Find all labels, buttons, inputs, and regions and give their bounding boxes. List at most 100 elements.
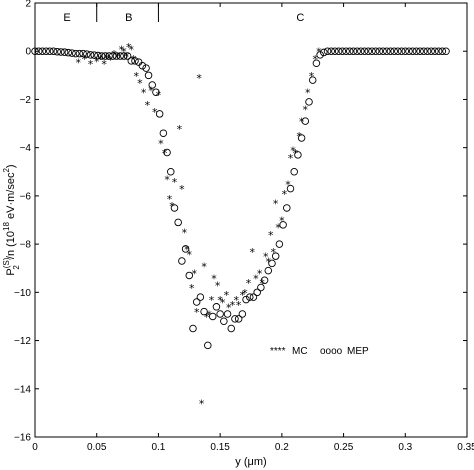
- region-label-c: C: [296, 12, 304, 24]
- mep-point: [308, 76, 317, 84]
- mep-point: [312, 59, 321, 68]
- mep-point: [53, 47, 61, 56]
- mc-point: *: [111, 48, 117, 61]
- mep-point: [279, 221, 287, 229]
- mep-point: [249, 293, 258, 301]
- mep-point: [181, 245, 190, 253]
- mc-point: *: [242, 287, 248, 300]
- mep-point: [148, 81, 157, 89]
- mc-point: *: [293, 147, 299, 160]
- region-label-e: E: [63, 12, 70, 24]
- mc-point: *: [156, 89, 162, 102]
- mep-point: [260, 276, 269, 285]
- mc-point: *: [98, 53, 104, 66]
- mc-point: *: [162, 147, 168, 160]
- mep-point: [220, 317, 228, 326]
- mc-point: *: [299, 116, 305, 129]
- mep-point: [408, 47, 417, 55]
- mep-point: [49, 47, 58, 55]
- mep-point: [320, 48, 328, 57]
- mc-point: *: [273, 198, 279, 211]
- mc-point: *: [177, 123, 183, 136]
- mep-point: [390, 47, 398, 55]
- mep-point: [83, 50, 91, 58]
- mep-point: [38, 47, 47, 55]
- x-tick-label: 0.05: [87, 442, 107, 453]
- mc-point: *: [240, 289, 246, 302]
- mep-point: [386, 47, 395, 55]
- mc-point: *: [94, 55, 100, 68]
- mep-point: [159, 129, 168, 137]
- mep-point: [64, 48, 73, 57]
- mep-point: [79, 49, 87, 58]
- mep-point: [412, 47, 421, 55]
- mep-point: [305, 98, 313, 106]
- mc-point: *: [101, 58, 107, 71]
- mc-point: *: [268, 229, 274, 242]
- mep-point: [216, 310, 224, 318]
- legend-label-mep: MEP: [347, 346, 369, 357]
- plot-area: [34, 2, 468, 438]
- mep-point: [196, 293, 205, 301]
- mep-point: [323, 47, 332, 55]
- y-tick-label: −8: [20, 240, 32, 251]
- y-axis: −16 −14 −12 −10 −8 −6 −4 −2 0 2: [14, 0, 467, 444]
- mep-point: [208, 312, 217, 321]
- mep-point: [368, 47, 376, 55]
- series-mep: [31, 47, 450, 350]
- mep-point: [200, 307, 208, 316]
- mc-point: *: [187, 248, 193, 261]
- mep-point: [152, 88, 160, 96]
- mep-point: [271, 252, 280, 260]
- y-tick-label: −12: [14, 336, 31, 347]
- mep-point: [238, 310, 247, 318]
- mc-point: *: [226, 301, 232, 314]
- mep-point: [327, 47, 335, 55]
- mep-point: [170, 204, 179, 212]
- mc-point: *: [158, 137, 164, 150]
- mep-point: [105, 52, 113, 60]
- mep-point: [131, 57, 139, 65]
- mc-point: *: [104, 52, 110, 65]
- mc-point: *: [279, 215, 285, 228]
- mep-point: [427, 47, 435, 55]
- mc-point: *: [145, 99, 151, 112]
- mc-point: *: [129, 43, 135, 56]
- mep-point: [423, 47, 432, 55]
- mc-point: *: [217, 294, 223, 307]
- mc-point: *: [121, 46, 127, 59]
- mep-point: [420, 47, 428, 55]
- mc-point: *: [189, 282, 195, 295]
- mep-point: [97, 52, 106, 60]
- legend-label-mc: MC: [292, 346, 308, 357]
- mc-point: *: [316, 46, 322, 59]
- mep-point: [360, 47, 369, 55]
- mep-point: [401, 47, 410, 55]
- x-tick-label: 0: [32, 442, 38, 453]
- mc-point: *: [119, 43, 125, 56]
- mep-point: [223, 310, 232, 318]
- mc-point: *: [137, 77, 143, 90]
- x-tick-label: 0.35: [457, 442, 474, 453]
- mep-point: [112, 52, 121, 60]
- mep-point: [286, 184, 295, 193]
- mep-point: [116, 52, 124, 60]
- x-axis: 0 0.05 0.1 0.15 0.2 0.25 0.3 0.35: [32, 3, 474, 453]
- mc-point: *: [75, 57, 81, 70]
- mc-point: *: [290, 145, 296, 158]
- mep-point: [189, 324, 197, 333]
- mep-point: [375, 47, 384, 55]
- mc-point: *: [220, 296, 226, 309]
- legend: **** MC oooo MEP: [270, 346, 369, 357]
- mc-point: *: [296, 130, 302, 143]
- mep-point: [127, 57, 136, 65]
- mep-point: [371, 47, 380, 55]
- mep-point: [338, 47, 347, 55]
- mc-point: *: [224, 289, 230, 302]
- mep-point: [231, 315, 239, 323]
- mc-point: *: [303, 104, 309, 117]
- mep-point: [246, 293, 254, 301]
- mc-point: *: [141, 87, 147, 100]
- legend-marker-mc: ****: [270, 346, 286, 357]
